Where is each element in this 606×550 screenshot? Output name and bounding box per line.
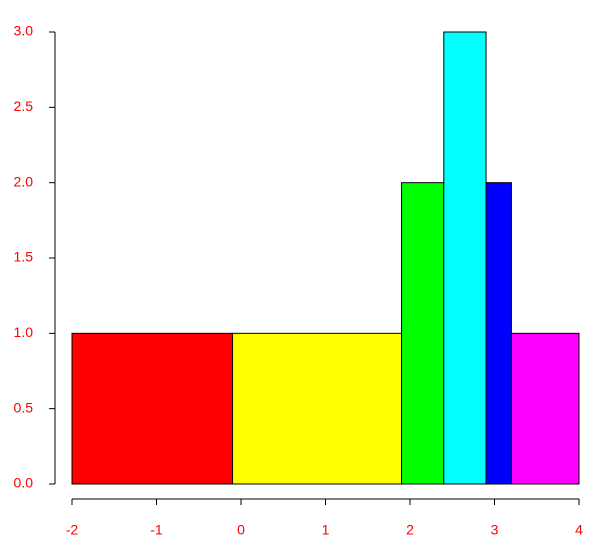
y-tick-label: 2.5 xyxy=(14,98,34,114)
y-tick-label: 3.0 xyxy=(14,23,34,39)
bar xyxy=(485,182,512,485)
y-tick-label: 0.5 xyxy=(14,399,34,415)
y-tick-label: 1.5 xyxy=(14,249,34,265)
bar xyxy=(443,31,487,485)
bar xyxy=(510,332,580,485)
x-tick-label: 0 xyxy=(237,522,245,538)
y-tick-label: 2.0 xyxy=(14,173,34,189)
x-tick-label: -2 xyxy=(66,522,79,538)
x-tick-label: 1 xyxy=(322,522,330,538)
x-tick-label: 2 xyxy=(406,522,414,538)
y-tick-label: 1.0 xyxy=(14,324,34,340)
bar xyxy=(232,332,403,485)
bar xyxy=(401,182,445,485)
bar xyxy=(71,332,234,485)
x-tick-label: 4 xyxy=(575,522,583,538)
y-tick-label: 0.0 xyxy=(14,475,34,491)
x-tick-label: -1 xyxy=(150,522,163,538)
x-tick-label: 3 xyxy=(491,522,499,538)
